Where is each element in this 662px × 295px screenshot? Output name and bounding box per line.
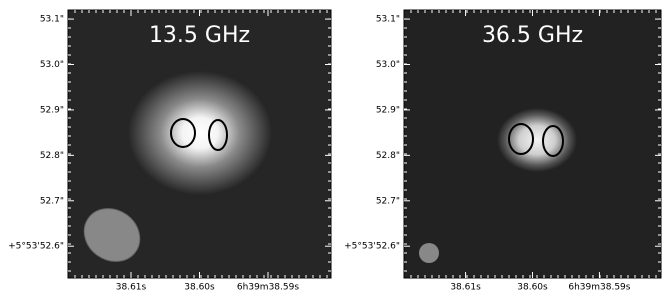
y-tick-label: 52.7": [40, 196, 64, 206]
panel-title: 36.5 GHz: [482, 23, 583, 48]
y-tick-label: +5°53'52.6": [8, 242, 64, 252]
y-tick-label: 52.9": [40, 105, 64, 115]
y-tick-label: 52.8": [40, 151, 64, 161]
y-tick-label: 52.8": [376, 151, 400, 161]
y-tick-label: 52.7": [376, 196, 400, 206]
panel-image: [68, 10, 331, 278]
y-tick-label: 53.0": [376, 60, 400, 70]
x-tick-label: 38.60s: [184, 283, 215, 292]
x-tick-label: 38.61s: [450, 283, 481, 292]
x-tick-label: 38.61s: [116, 283, 147, 292]
x-tick-label: 6h39m38.59s: [237, 283, 299, 292]
y-tick-label: 53.1": [376, 15, 400, 25]
figure: +5°53'52.6" 52.7" 52.8" 52.9" 53.0" 53.1" 38.6…: [0, 0, 662, 291]
y-tick-label: 53.0": [40, 60, 64, 70]
panel-title: 13.5 GHz: [149, 23, 250, 48]
x-tick-label: 38.60s: [517, 283, 548, 292]
y-tick-label: 53.1": [40, 15, 64, 25]
panel-image: [404, 10, 661, 278]
y-tick-label: +5°53'52.6": [344, 242, 400, 252]
x-tick-label: 6h39m38.59s: [568, 283, 630, 292]
y-tick-label: 52.9": [376, 105, 400, 115]
